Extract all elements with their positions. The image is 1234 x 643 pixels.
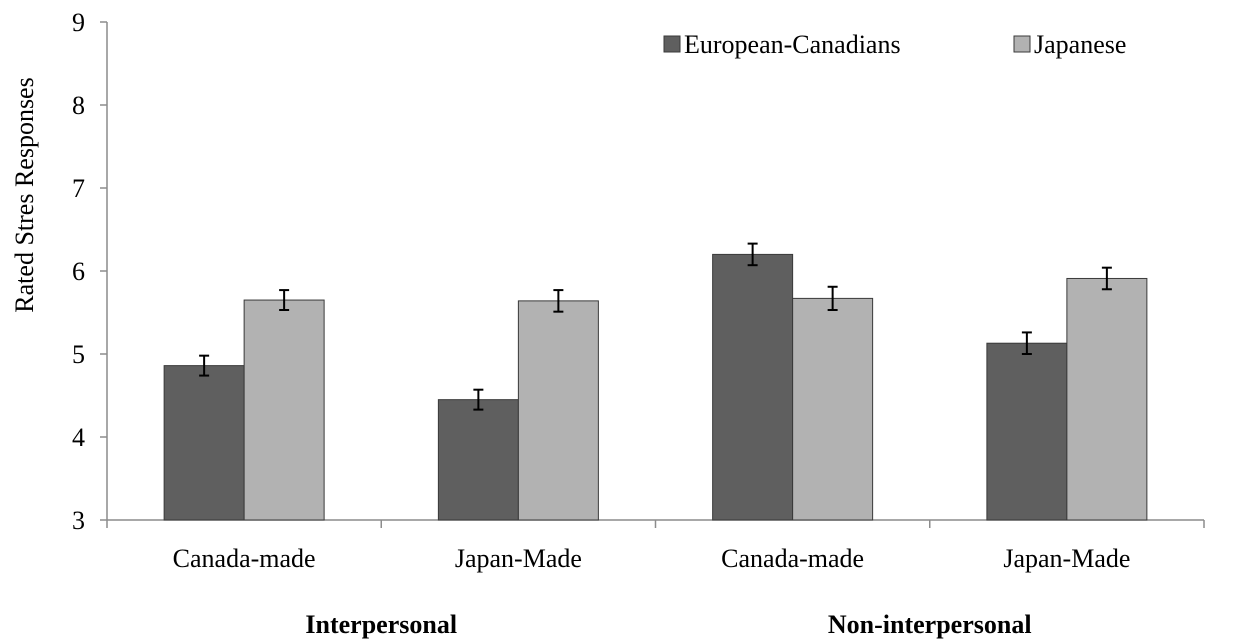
bar-european-canadians: [437, 399, 519, 521]
bar-european-canadians: [163, 365, 245, 521]
x-group-label: Interpersonal: [305, 610, 457, 639]
bar-japanese: [517, 300, 599, 521]
legend: European-Canadians Japanese: [663, 30, 1126, 59]
legend-label: Japanese: [1034, 30, 1126, 59]
bar-japanese: [792, 297, 874, 521]
error-bars: [199, 242, 1112, 411]
x-category-label: Canada-made: [721, 544, 864, 573]
x-group-label: Non-interpersonal: [828, 610, 1032, 639]
y-tick-label: 6: [72, 257, 85, 286]
bars: [163, 253, 1148, 521]
bar-japanese: [243, 299, 325, 521]
bar-japanese: [1066, 277, 1148, 521]
x-category-label: Canada-made: [173, 544, 316, 573]
y-tick-label: 9: [72, 8, 85, 37]
legend-swatch: [1013, 35, 1031, 53]
y-tick-label: 3: [72, 506, 85, 535]
y-tick-labels: 3 4 5 6 7 8 9: [72, 8, 85, 535]
x-category-label: Japan-Made: [455, 544, 582, 573]
bar-european-canadians: [986, 342, 1068, 521]
y-tick-label: 4: [72, 423, 85, 452]
bar-european-canadians: [712, 253, 794, 521]
y-axis-label: Rated Stres Responses: [10, 77, 39, 312]
x-category-label: Japan-Made: [1003, 544, 1130, 573]
y-tick-label: 5: [72, 340, 85, 369]
legend-swatch: [663, 35, 681, 53]
y-tick-label: 8: [72, 91, 85, 120]
legend-label: European-Canadians: [684, 30, 901, 59]
x-category-labels: Canada-made Japan-Made Canada-made Japan-Ma…: [173, 544, 1131, 573]
y-tick-label: 7: [72, 174, 85, 203]
x-group-labels: Interpersonal Non-interpersonal: [305, 610, 1031, 639]
